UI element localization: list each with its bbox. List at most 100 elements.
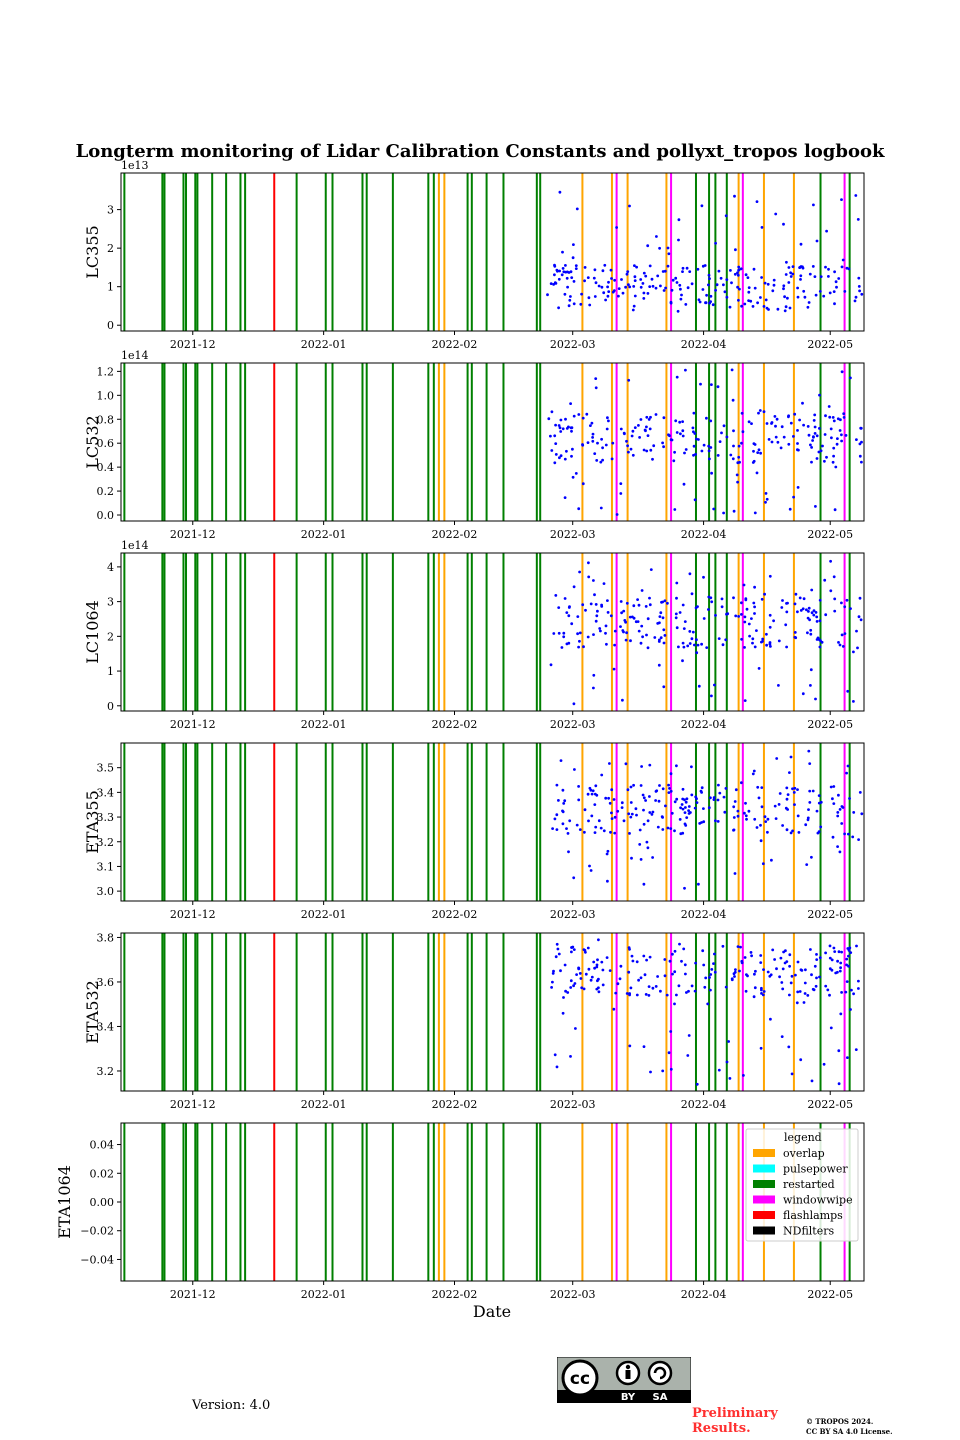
data-point — [639, 278, 643, 281]
data-point — [814, 293, 818, 297]
y-tick-label: 1 — [107, 665, 114, 678]
data-point — [818, 638, 821, 642]
data-point — [761, 637, 765, 641]
data-point — [601, 446, 604, 450]
data-point — [644, 799, 647, 802]
data-point — [628, 993, 631, 997]
data-point — [815, 457, 819, 460]
data-point — [592, 579, 595, 582]
data-point — [619, 482, 623, 485]
data-point — [812, 609, 816, 612]
data-point — [809, 443, 812, 447]
data-point — [658, 784, 661, 787]
legend-swatch-pulsepower — [753, 1164, 775, 1173]
data-point — [569, 426, 573, 430]
data-point — [573, 982, 577, 985]
data-point — [793, 602, 797, 606]
data-point — [640, 589, 644, 592]
data-point — [857, 615, 861, 619]
data-point — [549, 282, 553, 285]
data-point — [707, 283, 710, 287]
data-point — [737, 615, 740, 618]
data-point — [585, 412, 589, 416]
data-point — [641, 635, 644, 639]
data-point — [808, 789, 812, 793]
data-point — [555, 942, 559, 946]
data-point — [617, 294, 620, 298]
data-point — [833, 508, 837, 512]
data-point — [759, 839, 763, 843]
data-point — [600, 773, 604, 777]
data-point — [609, 830, 612, 834]
data-point — [642, 808, 645, 812]
data-point — [742, 1074, 745, 1077]
data-point — [688, 642, 692, 645]
data-point — [704, 976, 708, 980]
data-point — [855, 944, 858, 948]
data-point — [663, 634, 667, 637]
data-point — [550, 986, 553, 989]
data-point — [629, 801, 633, 804]
data-point — [832, 419, 836, 423]
svg-text:BY: BY — [621, 1392, 636, 1403]
data-point — [732, 972, 736, 976]
data-point — [788, 964, 791, 968]
data-point — [663, 958, 667, 961]
data-point — [784, 806, 788, 810]
data-point — [794, 973, 797, 977]
data-point — [586, 946, 590, 950]
data-point — [688, 572, 692, 576]
data-point — [674, 616, 678, 620]
data-point — [608, 969, 612, 972]
data-point — [681, 270, 684, 273]
data-point — [791, 265, 795, 268]
data-point — [815, 434, 819, 438]
data-point — [583, 808, 587, 812]
data-point — [554, 453, 558, 456]
y-axis-label: LC532 — [83, 415, 102, 468]
data-point — [832, 802, 836, 805]
data-point — [831, 797, 834, 801]
data-point — [600, 960, 604, 964]
data-point — [828, 944, 832, 948]
data-point — [858, 791, 862, 794]
data-point — [654, 799, 657, 802]
data-point — [830, 968, 834, 972]
data-point — [586, 441, 590, 444]
data-point — [762, 305, 766, 308]
x-tick-label: 2022-03 — [550, 528, 596, 541]
data-point — [564, 264, 567, 267]
data-point — [620, 611, 623, 615]
data-point — [737, 265, 741, 269]
data-point — [731, 457, 735, 461]
data-point — [724, 638, 728, 642]
x-tick-label: 2022-04 — [681, 718, 727, 731]
license-line: CC BY SA 4.0 License. — [806, 1427, 893, 1436]
data-point — [669, 1030, 673, 1033]
data-point — [565, 449, 568, 453]
data-point — [772, 278, 776, 282]
data-point — [809, 628, 813, 632]
data-point — [714, 614, 717, 617]
data-point — [840, 822, 844, 825]
data-point — [700, 204, 704, 208]
data-point — [594, 619, 598, 623]
data-point — [564, 989, 567, 993]
data-point — [734, 968, 737, 971]
data-point — [769, 1017, 772, 1021]
data-point — [614, 991, 618, 995]
y-tick-label: −0.04 — [80, 1253, 114, 1266]
legend-swatch-flashlamps — [753, 1211, 775, 1219]
y-tick-label: 3.1 — [97, 860, 115, 873]
data-point — [814, 505, 817, 508]
legend-title: legend — [784, 1131, 822, 1144]
data-point — [737, 268, 741, 271]
data-point — [683, 798, 686, 802]
data-point — [578, 972, 582, 975]
y-tick-label: 3.6 — [97, 976, 115, 989]
x-tick-label: 2022-02 — [432, 1098, 478, 1111]
data-point — [559, 430, 563, 433]
data-point — [572, 585, 576, 589]
data-point — [815, 620, 819, 623]
y-tick-label: 2 — [107, 630, 114, 643]
